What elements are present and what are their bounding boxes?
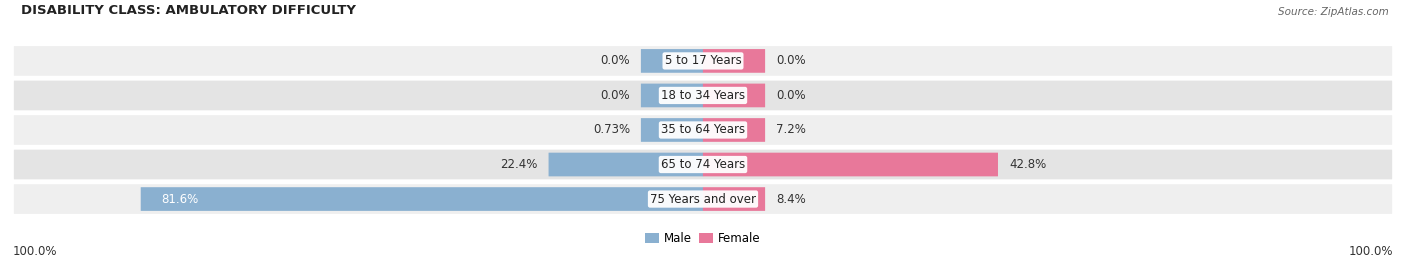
Text: 75 Years and over: 75 Years and over [650,192,756,206]
Text: 7.2%: 7.2% [776,124,806,136]
Text: 5 to 17 Years: 5 to 17 Years [665,54,741,68]
FancyBboxPatch shape [141,187,703,211]
Text: 65 to 74 Years: 65 to 74 Years [661,158,745,171]
FancyBboxPatch shape [14,46,1392,76]
Text: 100.0%: 100.0% [1348,245,1393,258]
Text: 0.0%: 0.0% [776,89,806,102]
Text: 0.0%: 0.0% [600,54,630,68]
FancyBboxPatch shape [14,81,1392,110]
FancyBboxPatch shape [703,49,765,73]
Text: 18 to 34 Years: 18 to 34 Years [661,89,745,102]
Legend: Male, Female: Male, Female [641,227,765,250]
Text: 8.4%: 8.4% [776,192,806,206]
FancyBboxPatch shape [703,187,765,211]
FancyBboxPatch shape [14,150,1392,179]
Text: 35 to 64 Years: 35 to 64 Years [661,124,745,136]
Text: 81.6%: 81.6% [162,192,198,206]
Text: 0.0%: 0.0% [776,54,806,68]
FancyBboxPatch shape [548,153,703,176]
Text: DISABILITY CLASS: AMBULATORY DIFFICULTY: DISABILITY CLASS: AMBULATORY DIFFICULTY [21,4,356,17]
FancyBboxPatch shape [703,84,765,107]
FancyBboxPatch shape [641,118,703,142]
FancyBboxPatch shape [703,153,998,176]
FancyBboxPatch shape [641,49,703,73]
FancyBboxPatch shape [703,118,765,142]
Text: Source: ZipAtlas.com: Source: ZipAtlas.com [1278,7,1389,17]
Text: 0.73%: 0.73% [593,124,630,136]
Text: 0.0%: 0.0% [600,89,630,102]
FancyBboxPatch shape [641,84,703,107]
FancyBboxPatch shape [14,184,1392,214]
Text: 42.8%: 42.8% [1010,158,1046,171]
FancyBboxPatch shape [14,115,1392,145]
Text: 100.0%: 100.0% [13,245,58,258]
Text: 22.4%: 22.4% [501,158,537,171]
